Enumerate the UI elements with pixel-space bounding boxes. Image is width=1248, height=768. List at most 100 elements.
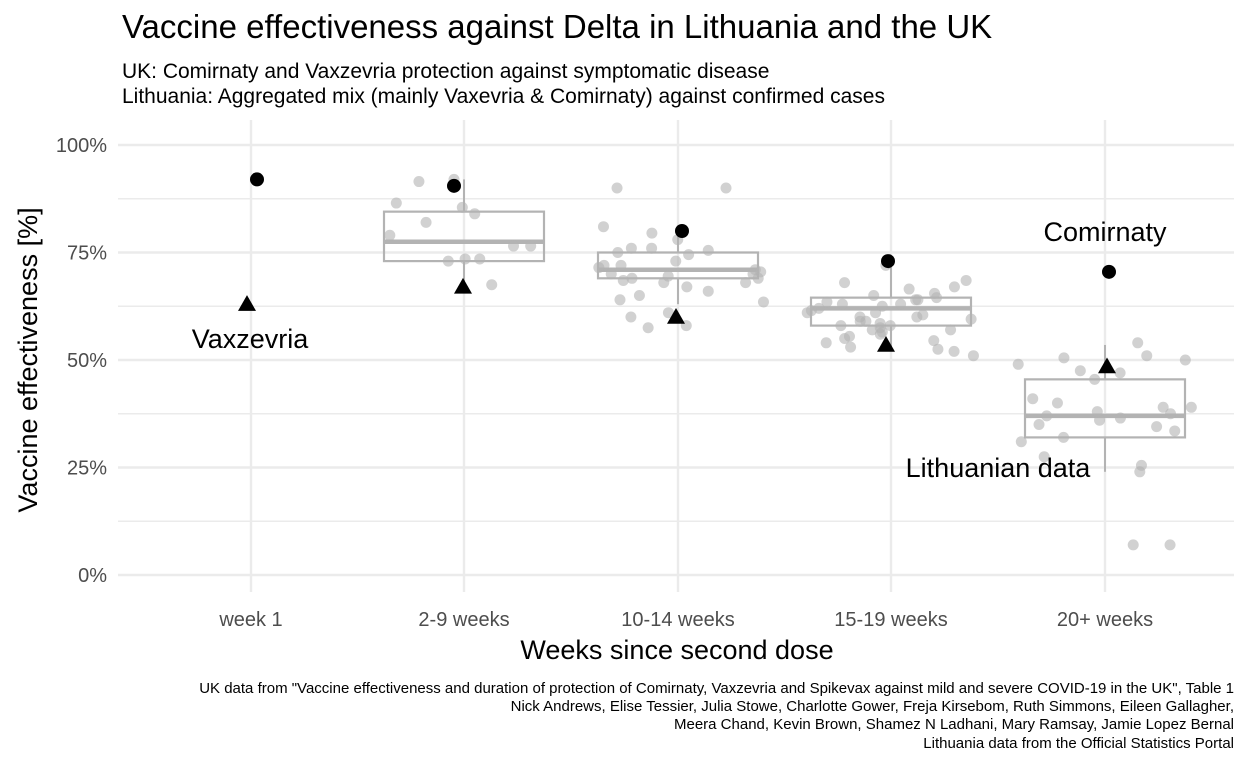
lithuania-point (929, 287, 941, 299)
lithuania-point (820, 337, 832, 349)
lithuania-point (1114, 412, 1126, 424)
comirnaty-point (1102, 264, 1116, 279)
lithuania-point (469, 208, 481, 220)
lithuania-point (1179, 354, 1191, 366)
lithuania-point (1157, 401, 1169, 413)
lithuania-point (884, 320, 896, 332)
lithuania-point (1033, 419, 1045, 430)
y-tick-label: 50% (67, 350, 107, 372)
lithuania-point (1185, 401, 1197, 413)
lithuania-point (625, 242, 637, 254)
chart-subtitle-lithuania: Lithuania: Aggregated mix (mainly Vaxevr… (122, 85, 885, 108)
lithuania-point (868, 290, 880, 301)
lithuania-point (866, 324, 878, 336)
lithuania-point (525, 240, 537, 252)
x-tick-label: 15-19 weeks (834, 609, 947, 631)
annotation-vaxzevria: Vaxzevria (192, 324, 310, 354)
y-tick-label: 75% (67, 243, 107, 265)
vaxzevria-point (667, 308, 685, 324)
lithuania-point (948, 345, 960, 357)
lithuania-point (413, 176, 425, 188)
annotation-lithuanian-data: Lithuanian data (906, 453, 1092, 483)
lithuania-point (967, 350, 979, 362)
caption-authors-1: Nick Andrews, Elise Tessier, Julia Stowe… (510, 698, 1234, 715)
chart-subtitle-uk: UK: Comirnaty and Vaxzevria protection a… (122, 60, 770, 83)
lithuania-point (1141, 350, 1153, 362)
lithuania-point (617, 274, 629, 286)
vaxzevria-point (877, 335, 895, 352)
lithuania-point (508, 240, 520, 252)
lithuania-point (598, 259, 610, 271)
x-tick-label: week 1 (218, 609, 282, 631)
lithuania-point (442, 255, 454, 267)
lithuania-point (702, 285, 714, 297)
lithuania-point (948, 281, 960, 293)
caption-source-uk: UK data from "Vaccine effectiveness and … (199, 680, 1234, 697)
boxplot (809, 265, 973, 352)
x-tick-label: 10-14 weeks (621, 609, 734, 631)
y-tick-label: 100% (56, 135, 107, 157)
lithuania-point (1132, 337, 1144, 349)
lithuania-point (702, 244, 714, 256)
chart-title: Vaccine effectiveness against Delta in L… (122, 8, 993, 45)
lithuania-point (960, 274, 972, 286)
lithuania-point (895, 298, 907, 310)
lithuania-point (1151, 421, 1163, 433)
comirnaty-point (675, 224, 689, 238)
lithuania-point (642, 322, 654, 334)
y-axis-title: Vaccine effectiveness [%] (13, 207, 43, 512)
lithuania-point (459, 253, 471, 265)
lithuania-point (612, 247, 624, 258)
lithuania-point (821, 296, 833, 308)
lithuania-point (910, 294, 922, 306)
lithuania-point (932, 343, 944, 355)
lithuania-point (870, 307, 882, 319)
lithuania-point (611, 182, 623, 194)
lithuania-point (390, 197, 402, 209)
lithuania-point (1012, 358, 1024, 370)
lithuania-point (720, 182, 732, 194)
lithuania-point (839, 333, 851, 344)
lithuania-point (1114, 367, 1126, 379)
caption-authors-2: Meera Chand, Kevin Brown, Shamez N Ladha… (674, 716, 1234, 733)
lithuania-point (860, 315, 872, 327)
lithuania-point (836, 298, 848, 310)
lithuania-point (646, 227, 658, 239)
lithuania-point (757, 296, 769, 308)
lithuania-point (1058, 431, 1070, 443)
comirnaty-point (447, 178, 461, 193)
lithuania-point (420, 216, 432, 228)
vaxzevria-point (454, 277, 472, 294)
annotation-comirnaty: Comirnaty (1043, 217, 1167, 247)
lithuania-point (740, 277, 752, 289)
lithuania-point (845, 341, 857, 353)
y-tick-label: 25% (67, 458, 107, 480)
comirnaty-point (881, 254, 895, 269)
lithuania-point (670, 255, 682, 267)
lithuania-point (1027, 393, 1039, 405)
lithuania-point (1089, 373, 1101, 385)
caption-source-lithuania: Lithuania data from the Official Statist… (923, 735, 1234, 752)
lithuania-point (965, 313, 977, 325)
lithuania-point (597, 221, 609, 233)
lithuania-point (1164, 539, 1176, 551)
lithuania-points (384, 173, 1197, 551)
lithuania-point (1051, 397, 1063, 409)
lithuania-point (1165, 408, 1177, 420)
lithuania-point (626, 272, 638, 284)
lithuania-point (747, 268, 759, 280)
lithuania-point (1074, 365, 1086, 377)
x-axis-title: Weeks since second dose (520, 635, 833, 665)
boxplot-box (1023, 378, 1187, 439)
lithuania-point (646, 242, 658, 254)
uk-markers (238, 172, 1116, 374)
lithuania-point (658, 277, 670, 289)
lithuania-point (835, 320, 847, 332)
lithuania-point (662, 307, 674, 319)
axis-ticks: 0% 25% 50% 75% 100% week 1 2-9 weeks 10-14 week… (56, 135, 1153, 631)
lithuania-point (1091, 406, 1103, 418)
lithuania-point (486, 279, 498, 291)
lithuania-point (681, 281, 693, 293)
lithuania-point (928, 335, 940, 347)
